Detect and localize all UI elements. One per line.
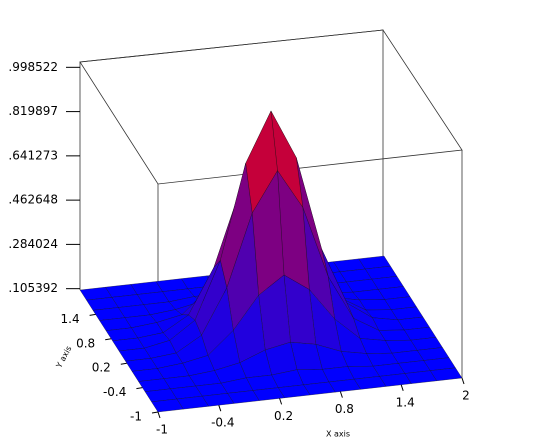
z-tick-label: .462648	[8, 193, 58, 207]
x-tick-label: 2	[462, 389, 470, 403]
surface-cell	[151, 398, 184, 413]
z-tick-label: .998522	[8, 60, 58, 74]
y-tick-label: 1.4	[61, 312, 80, 326]
x-tick	[339, 391, 343, 398]
x-tick-label: 0.2	[274, 409, 293, 423]
surface	[79, 110, 463, 413]
y-tick	[151, 411, 159, 414]
x-tick	[279, 398, 283, 405]
z-tick-label: .819897	[8, 104, 58, 118]
x-tick-label: -1	[156, 423, 168, 437]
x-tick	[218, 405, 222, 412]
y-tick-label: 0.2	[92, 361, 111, 375]
x-tick-label: 0.8	[335, 402, 354, 416]
z-tick-label: .105392	[8, 281, 58, 295]
x-tick	[400, 384, 404, 391]
y-tick-label: -1	[130, 410, 142, 424]
x-axis-label: X axis	[326, 430, 350, 439]
y-axis-label: Y axis	[54, 345, 73, 371]
axes: -1 -0.4 0.2 0.8 1.4 2 -1 -0.4 0.2 0.8 1.4 .105392 .2…	[8, 60, 469, 437]
x-tick-label: -0.4	[211, 416, 234, 430]
y-tick-label: -0.4	[103, 385, 126, 399]
y-tick	[136, 387, 143, 390]
y-tick-label: 0.8	[76, 336, 95, 350]
y-tick	[105, 338, 112, 341]
y-tick	[89, 313, 96, 316]
y-tick	[120, 362, 127, 365]
x-tick-label: 1.4	[396, 395, 415, 409]
x-tick	[461, 377, 465, 385]
z-tick-label: .641273	[8, 148, 58, 162]
x-tick	[157, 411, 161, 419]
z-tick-label: .284024	[8, 237, 58, 251]
